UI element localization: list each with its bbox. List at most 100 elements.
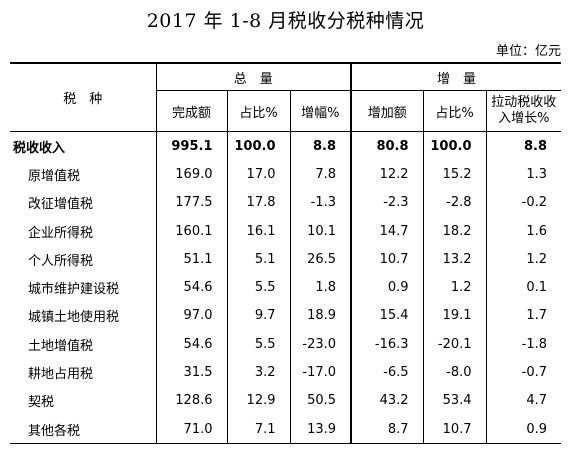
cell-value: 128.6 <box>156 386 228 415</box>
cell-value: 51.1 <box>156 245 228 274</box>
table-row: 个人所得税 51.1 5.1 26.5 10.7 13.2 1.2 <box>10 245 561 274</box>
cell-value: 10.1 <box>290 216 353 246</box>
cell-value: 71.0 <box>156 414 228 445</box>
cell-value: 18.2 <box>423 216 487 246</box>
row-name: 耕地占用税 <box>10 358 157 387</box>
cell-value: -1.3 <box>290 188 353 217</box>
header-completed: 完成额 <box>156 90 228 132</box>
cell-value: 7.1 <box>227 414 291 445</box>
cell-value: 50.5 <box>290 386 353 415</box>
cell-value: 8.7 <box>351 414 424 445</box>
row-name: 改征增值税 <box>10 188 157 217</box>
cell-value: 3.2 <box>227 358 291 387</box>
table-row: 契税 128.6 12.9 50.5 43.2 53.4 4.7 <box>10 386 561 415</box>
row-name: 企业所得税 <box>10 216 157 246</box>
cell-value: 15.2 <box>423 160 487 189</box>
cell-value: -2.8 <box>423 188 487 217</box>
cell-value: -0.2 <box>521 195 548 211</box>
page-title: 2017 年 1-8 月税收分税种情况 <box>146 10 425 32</box>
table-row: 耕地占用税 31.5 3.2 -17.0 -6.5 -8.0 -0.7 <box>10 358 561 387</box>
table-row: 土地增值税 54.6 5.5 -23.0 -16.3 -20.1 -1.8 <box>10 330 561 359</box>
unit-label: 单位：亿元 <box>495 44 561 59</box>
cell-value: -8.0 <box>423 358 487 387</box>
cell-value: 0.1 <box>526 280 548 296</box>
cell-value: 100.0 <box>423 131 487 161</box>
table-body: 税收收入 995.1 100.0 8.8 80.8 100.0 8.8 原增值税 169.0 17… <box>10 131 562 445</box>
cell-value: 17.0 <box>227 160 291 189</box>
cell-value: 12.2 <box>351 160 424 189</box>
cell-value: 13.2 <box>423 245 487 274</box>
row-name: 契税 <box>10 386 157 415</box>
cell-value: 54.6 <box>156 273 228 302</box>
cell-value: 0.9 <box>351 273 424 302</box>
cell-value: -6.5 <box>351 358 424 387</box>
cell-value: 26.5 <box>290 245 353 274</box>
row-name: 税收收入 <box>10 131 157 161</box>
cell-value: 100.0 <box>227 131 291 161</box>
cell-value: 19.1 <box>423 301 487 331</box>
cell-value: 18.9 <box>290 301 353 331</box>
table-row: 改征增值税 177.5 17.8 -1.3 -2.3 -2.8 -0.2 <box>10 188 561 217</box>
cell-value: 1.6 <box>526 223 548 239</box>
table-row: 其他各税 71.0 7.1 13.9 8.7 10.7 0.9 <box>10 414 562 445</box>
cell-value: 7.8 <box>290 160 353 189</box>
cell-value: 15.4 <box>351 301 424 331</box>
row-name: 土地增值税 <box>10 330 157 359</box>
cell-value: 54.6 <box>156 330 228 359</box>
cell-value: 8.8 <box>290 131 353 161</box>
cell-value: -2.3 <box>351 188 424 217</box>
cell-value: 8.8 <box>486 131 562 161</box>
table-row: 企业所得税 160.1 16.1 10.1 14.7 18.2 1.6 <box>10 216 561 246</box>
cell-value: 4.7 <box>526 393 548 409</box>
cell-value: 43.2 <box>351 386 424 415</box>
header-pull-growth: 拉动税收收入增长% <box>491 95 557 126</box>
cell-value: -16.3 <box>351 330 424 359</box>
cell-value: 16.1 <box>227 216 291 246</box>
cell-value: 1.8 <box>290 273 353 302</box>
cell-value: 5.5 <box>227 273 291 302</box>
cell-value: 12.9 <box>227 386 291 415</box>
cell-value: -20.1 <box>423 330 487 359</box>
cell-value: 17.8 <box>227 188 291 217</box>
cell-value: -23.0 <box>290 330 353 359</box>
cell-value: 5.5 <box>227 330 291 359</box>
table-row: 原增值税 169.0 17.0 7.8 12.2 15.2 1.3 <box>10 160 561 189</box>
row-name: 原增值税 <box>10 160 157 189</box>
cell-value: 1.3 <box>526 166 548 182</box>
header-increase-amount: 增加额 <box>351 90 424 132</box>
cell-value: 1.7 <box>526 308 548 324</box>
header-tax-type: 税 种 <box>10 62 157 132</box>
cell-value: 80.8 <box>351 131 424 161</box>
cell-value: 31.5 <box>156 358 228 387</box>
row-name: 城市维护建设税 <box>10 273 157 302</box>
cell-value: -0.7 <box>521 365 548 381</box>
cell-value: 177.5 <box>156 188 228 217</box>
table-row: 税收收入 995.1 100.0 8.8 80.8 100.0 8.8 <box>10 131 562 161</box>
cell-value: 14.7 <box>351 216 424 246</box>
cell-value: 10.7 <box>423 414 487 445</box>
cell-value: 1.2 <box>423 273 487 302</box>
header-growth: 增幅% <box>290 90 353 132</box>
header-share: 占比% <box>227 90 291 132</box>
cell-value: -17.0 <box>290 358 353 387</box>
cell-value: 0.9 <box>486 414 562 445</box>
row-name: 其他各税 <box>10 414 157 445</box>
cell-value: 1.2 <box>526 251 548 267</box>
cell-value: 995.1 <box>156 131 228 161</box>
cell-value: 13.9 <box>290 414 353 445</box>
cell-value: 9.7 <box>227 301 291 331</box>
cell-value: 5.1 <box>227 245 291 274</box>
cell-value: 53.4 <box>423 386 487 415</box>
table-row: 城市维护建设税 54.6 5.5 1.8 0.9 1.2 0.1 <box>10 273 561 302</box>
table-row: 城镇土地使用税 97.0 9.7 18.9 15.4 19.1 1.7 <box>10 301 561 331</box>
cell-value: 97.0 <box>156 301 228 331</box>
row-name: 城镇土地使用税 <box>10 301 157 331</box>
cell-value: 10.7 <box>351 245 424 274</box>
cell-value: 160.1 <box>156 216 228 246</box>
tax-table: 税 种 总 量 增 量 完成额 占比% 增幅% 增加额 占比% 拉动税收收入增长… <box>10 62 562 445</box>
header-group-increase: 增 量 <box>351 62 562 91</box>
header-group-total: 总 量 <box>156 62 353 91</box>
header-increase-share: 占比% <box>423 90 487 132</box>
row-name: 个人所得税 <box>10 245 157 274</box>
cell-value: 169.0 <box>156 160 228 189</box>
